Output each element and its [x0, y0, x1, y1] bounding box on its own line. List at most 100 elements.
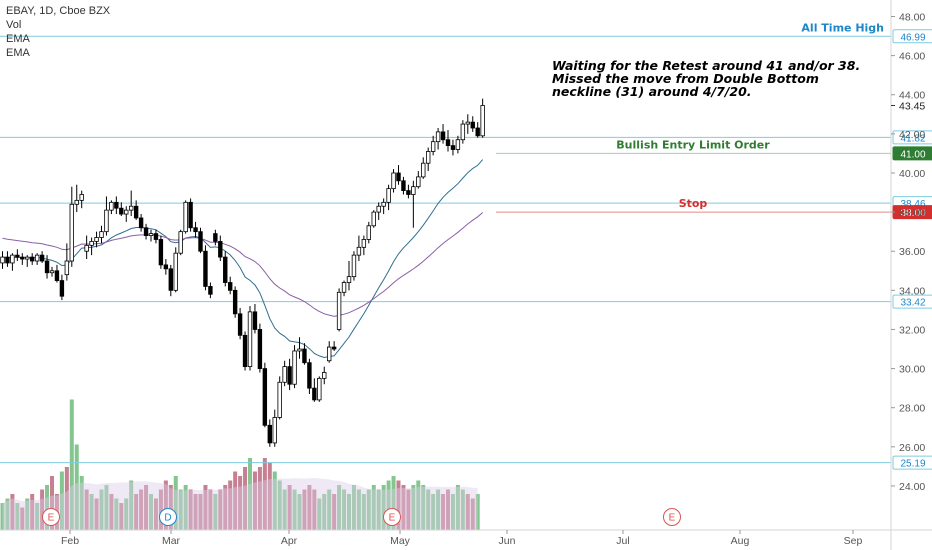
candle-body: [480, 105, 485, 137]
volume-bar: [243, 467, 248, 530]
volume-bar: [455, 485, 460, 530]
y-tick-label: 40.00: [899, 168, 925, 180]
level-price-tag-text: 41.00: [900, 149, 925, 160]
ema-20-line: [2, 159, 484, 359]
volume-bar: [470, 498, 475, 530]
candle-body: [297, 348, 302, 352]
volume-bar: [436, 489, 441, 530]
volume-bar: [203, 485, 208, 530]
volume-bar: [79, 476, 84, 530]
candle-body: [44, 260, 50, 274]
candle-body: [119, 207, 124, 215]
y-tick-label: 48.00: [899, 12, 925, 24]
candle-body: [39, 254, 45, 262]
candle-body: [138, 217, 144, 229]
earnings-marker: [42, 508, 60, 526]
dividend-marker: [159, 508, 177, 526]
candle-body: [89, 241, 94, 246]
volume-bar: [332, 494, 337, 530]
candle-body: [430, 141, 436, 152]
volume-bar: [59, 471, 64, 530]
indicator-vol[interactable]: Vol: [6, 19, 22, 31]
candle-body: [416, 176, 421, 188]
candle-body: [34, 254, 40, 262]
level-label: Stop: [679, 197, 708, 210]
y-tick-label: 24.00: [899, 481, 925, 493]
candle-body: [133, 205, 139, 219]
indicator-ema-1[interactable]: EMA: [6, 33, 30, 45]
volume-bar: [361, 494, 366, 530]
volume-bar: [421, 485, 426, 530]
candle-body: [188, 201, 193, 229]
volume-ma: [2, 478, 478, 530]
candle-body: [5, 256, 10, 264]
volume-bar: [213, 494, 218, 530]
volume-bar: [386, 480, 391, 530]
volume-bar: [322, 494, 327, 530]
volume-bar: [218, 489, 223, 530]
candle-body: [208, 286, 213, 295]
candle-body: [460, 123, 466, 141]
candle-body: [183, 201, 188, 233]
level-label: All Time High: [801, 21, 884, 34]
candle-body: [331, 346, 337, 350]
volume-bar: [416, 480, 421, 530]
candle-body: [143, 227, 149, 236]
volume-bar: [163, 480, 168, 530]
candle-body: [223, 256, 228, 283]
volume-bar: [262, 458, 267, 530]
volume-bar: [441, 494, 446, 530]
indicator-ema-2[interactable]: EMA: [6, 47, 30, 59]
candle-body: [173, 252, 178, 291]
x-tick-label: Mar: [162, 535, 181, 547]
volume-bar: [223, 485, 228, 530]
candle-body: [411, 186, 416, 195]
volume-bar: [475, 494, 480, 530]
candle-body: [109, 201, 114, 211]
candle-body: [128, 205, 134, 211]
volume-bar: [342, 489, 347, 530]
volume-bar: [104, 485, 109, 530]
volume-bar: [317, 498, 322, 530]
candle-body: [302, 348, 307, 364]
y-tick-label: 44.00: [899, 90, 925, 102]
volume-bar: [307, 485, 312, 530]
candle-body: [322, 372, 327, 379]
candle-body: [25, 256, 30, 260]
volume-bar: [411, 485, 416, 530]
x-axis[interactable]: Feb Mar Apr May Jun Jul Aug Sep: [0, 529, 932, 547]
candle-body: [435, 131, 441, 143]
volume-bar: [431, 494, 436, 530]
level-price-tag-text: 25.19: [900, 459, 925, 470]
volume-bar: [134, 494, 139, 530]
x-tick-label: Jul: [616, 535, 629, 547]
candle-body: [54, 270, 60, 281]
candle-body: [218, 241, 223, 258]
candle-body: [163, 264, 169, 270]
volume-bar: [312, 489, 317, 530]
volume-bar: [381, 485, 386, 530]
volume-bar: [114, 498, 119, 530]
candle-body: [425, 151, 431, 164]
y-axis[interactable]: 24.00 26.00 28.00 30.00 32.00 34.00 36.00 38.00…: [890, 0, 925, 550]
level-price-tag-text: 38.46: [900, 199, 925, 210]
volume-bar: [228, 480, 233, 530]
y-tick-label: 34.00: [899, 285, 925, 297]
candle-body: [104, 209, 109, 233]
candle-body: [287, 366, 292, 385]
volume-bar: [168, 485, 173, 530]
x-tick-label: Apr: [281, 535, 298, 547]
earnings-marker: [383, 508, 401, 526]
symbol-line[interactable]: EBAY, 1D, Cboe BZX: [6, 5, 111, 17]
chart-legend: EBAY, 1D, Cboe BZX Vol EMA EMA: [6, 4, 110, 60]
candle-body: [10, 254, 15, 264]
candle-body: [376, 205, 381, 213]
volume-bar: [371, 485, 376, 530]
level-price-tag: [892, 294, 932, 309]
volume-bar: [233, 471, 238, 530]
volume-bar: [153, 498, 158, 530]
candle-body: [0, 256, 5, 264]
candle-body: [465, 121, 470, 125]
candles: [0, 98, 485, 447]
